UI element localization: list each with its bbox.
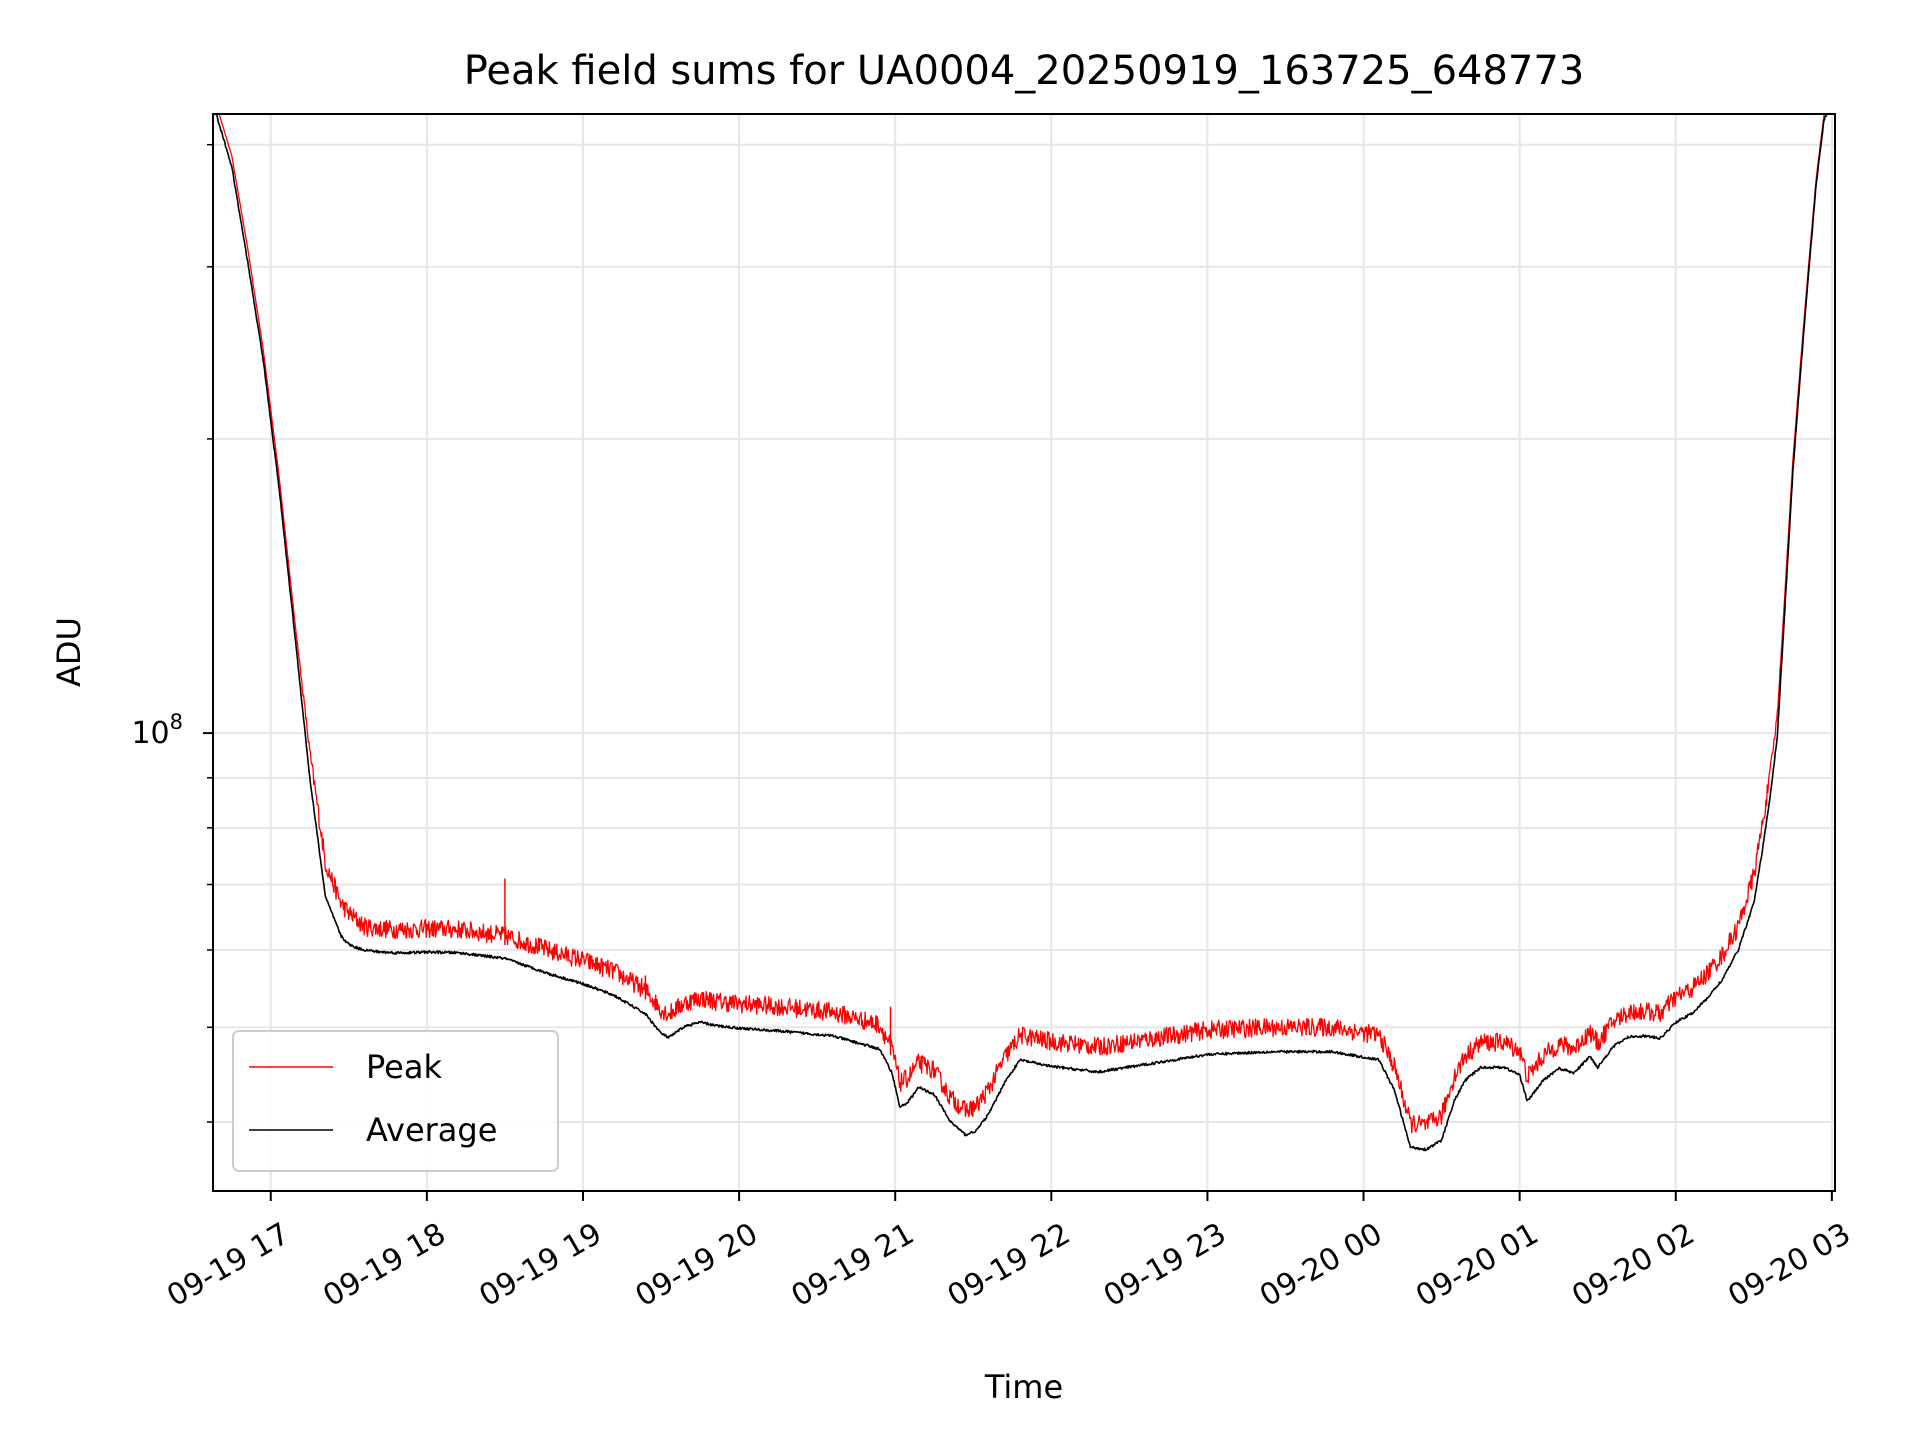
legend[interactable]: Peak Average xyxy=(232,1030,559,1172)
legend-box xyxy=(232,1030,559,1172)
y-axis-label: ADU xyxy=(50,617,88,687)
series-line-peak xyxy=(218,114,1826,1134)
legend-average-label: Average xyxy=(366,1111,497,1149)
series-layer xyxy=(215,114,1828,1152)
series-line-average xyxy=(215,114,1828,1152)
y-axis: 108 xyxy=(131,143,213,1123)
plot-frame xyxy=(212,113,1836,1192)
x-axis-label: Time xyxy=(984,1368,1063,1406)
chart-title: Peak field sums for UA0004_20250919_1637… xyxy=(464,48,1585,94)
y-tick-label: 108 xyxy=(131,710,183,751)
legend-peak-label: Peak xyxy=(366,1048,442,1086)
